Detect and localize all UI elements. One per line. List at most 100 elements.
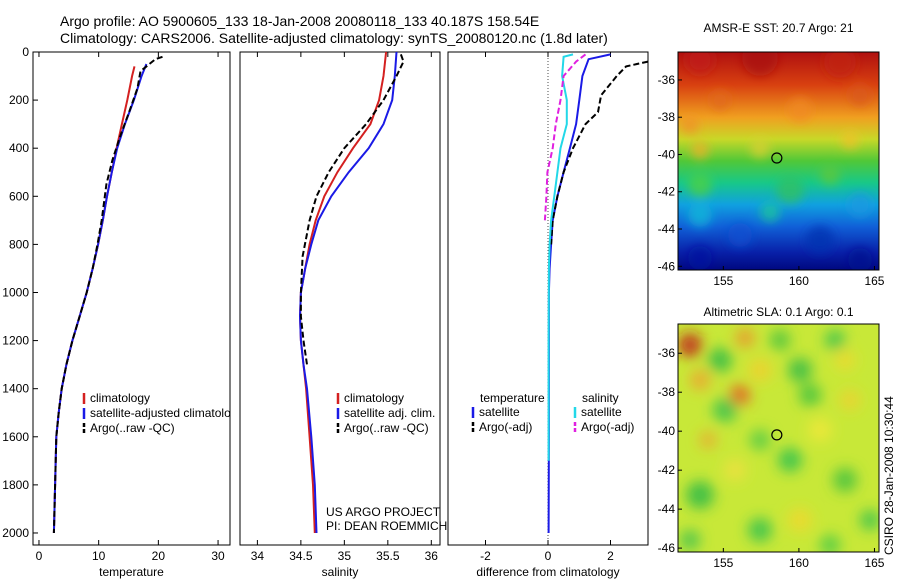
sla-texture-spot xyxy=(825,330,845,350)
temperature-ytick-label: 1600 xyxy=(2,430,29,444)
sst-map-field xyxy=(678,52,879,270)
temperature-legend-item-label: satellite-adjusted climatology xyxy=(90,406,243,420)
sla-map: Altimetric SLA: 0.1 Argo: 0.1 155 160 165 -3… xyxy=(658,305,885,570)
salinity-xtick-label: 35.5 xyxy=(376,549,400,563)
salinity-series-argo-raw-qc- xyxy=(299,54,405,365)
salinity-legend-item-label: Argo(..raw -QC) xyxy=(344,421,429,435)
sst-texture-spot xyxy=(688,173,712,197)
temperature-xlabel: temperature xyxy=(99,565,164,579)
sla-texture-spot xyxy=(708,348,732,372)
salinity-xtick-label: 34 xyxy=(251,549,265,563)
sla-map-ytick-label: -46 xyxy=(658,541,676,555)
sla-texture-spot xyxy=(713,398,737,422)
sst-texture-spot xyxy=(728,223,752,247)
sla-texture-spot xyxy=(840,390,860,410)
sla-map-ytick-label: -42 xyxy=(658,463,676,477)
sla-texture-spot xyxy=(770,330,790,350)
sla-map-ytick-label: -38 xyxy=(658,385,676,399)
sst-map-ytick-label: -44 xyxy=(658,222,676,236)
sla-map-xtick-label: 165 xyxy=(864,556,884,570)
sst-texture-spot xyxy=(848,248,872,270)
sst-texture-spot xyxy=(760,202,780,222)
project-annotation: PI: DEAN ROEMMICH xyxy=(326,519,447,533)
temperature-ytick-label: 0 xyxy=(22,45,29,59)
sst-texture-spot xyxy=(776,176,804,204)
sla-texture-spot xyxy=(748,358,772,382)
salinity-frame xyxy=(239,51,441,546)
sst-texture-spot xyxy=(849,84,871,106)
sst-gradient-field xyxy=(678,52,879,270)
salinity-panel: 34 34.5 35 35.5 36 salinity climatologysatelli… xyxy=(239,51,447,579)
sst-texture-spot xyxy=(824,52,856,78)
sla-map-ytick-label: -40 xyxy=(658,424,676,438)
temperature-series-argo-raw-qc- xyxy=(52,55,163,534)
salinity-legend-item-label: climatology xyxy=(344,391,404,405)
difference-xtick-label: 2 xyxy=(607,549,614,563)
temperature-ytick-label: 800 xyxy=(9,237,29,251)
salinity-xtick-label: 34.5 xyxy=(289,549,313,563)
sst-map-ytick-label: -36 xyxy=(658,73,676,87)
difference-series-temperature-argo-adj- xyxy=(550,60,649,245)
sla-texture-spot xyxy=(686,481,714,509)
sst-texture-spot xyxy=(691,141,709,159)
sla-texture-spot xyxy=(750,430,770,450)
sst-map-frame xyxy=(677,51,880,271)
salinity-xtick-label: 36 xyxy=(425,549,439,563)
temperature-ytick-label: 1800 xyxy=(2,478,29,492)
temperature-series-climatology xyxy=(52,66,136,534)
temperature-panel: 0 10 20 30 0 200 400 600 800 1000 1200 1400 1600 1800… xyxy=(2,45,243,579)
difference-xlabel: difference from climatology xyxy=(476,565,619,579)
temperature-ytick-label: 600 xyxy=(9,189,29,203)
sla-texture-spot xyxy=(820,535,840,552)
temperature-xtick-label: 30 xyxy=(211,549,225,563)
sst-texture-spot xyxy=(806,226,834,254)
sst-map-argo-marker xyxy=(771,152,783,164)
difference-legend-temp-satellite-label: satellite xyxy=(479,405,520,419)
sla-texture-spot xyxy=(799,384,821,406)
sla-texture-spot xyxy=(730,385,750,405)
sst-map-ytick-label: -40 xyxy=(658,147,676,161)
temperature-ytick-label: 1200 xyxy=(2,334,29,348)
difference-xtick-label: -2 xyxy=(480,549,491,563)
sst-map-ytick-label: -42 xyxy=(658,185,676,199)
temperature-ytick-label: 1400 xyxy=(2,382,29,396)
sst-texture-spot xyxy=(688,203,712,227)
sla-texture-spot xyxy=(748,518,772,542)
difference-panel: -2 0 2 difference from climatology temperatu… xyxy=(447,51,649,579)
sla-map-field xyxy=(678,324,879,552)
sla-texture-spot xyxy=(788,508,812,532)
difference-series-salinity-satellite xyxy=(547,53,574,461)
sla-texture-spot xyxy=(724,459,746,481)
figure-title-line-2: Climatology: CARS2006. Satellite-adjuste… xyxy=(60,30,608,46)
csiro-timestamp: CSIRO 28-Jan-2008 10:30:44 xyxy=(882,396,896,555)
sla-texture xyxy=(678,329,879,552)
temperature-legend-item-label: climatology xyxy=(90,391,150,405)
sst-texture-spot xyxy=(742,52,778,76)
sst-map-ytick-label: -38 xyxy=(658,110,676,124)
difference-series-temperature-satellite xyxy=(547,53,611,534)
difference-legend-sal-satellite-label: satellite xyxy=(581,405,622,419)
sla-texture-spot xyxy=(860,510,879,530)
sst-texture xyxy=(681,52,872,270)
temperature-legend-item-label: Argo(..raw -QC) xyxy=(90,421,175,435)
salinity-legend-item-label: satellite adj. clim. xyxy=(344,406,435,420)
salinity-series-satellite-adj-clim- xyxy=(298,51,398,534)
sst-texture-spot xyxy=(686,52,714,74)
sst-map-title: AMSR-E SST: 20.7 Argo: 21 xyxy=(703,21,853,35)
temperature-ytick-label: 200 xyxy=(9,93,29,107)
temperature-xtick-label: 10 xyxy=(92,549,106,563)
sst-texture-spot xyxy=(788,98,812,122)
temperature-ytick-label: 400 xyxy=(9,141,29,155)
sst-texture-spot xyxy=(848,193,872,217)
sst-texture-spot xyxy=(820,165,840,185)
sla-texture-spot xyxy=(678,333,702,357)
sla-map-argo-marker xyxy=(771,429,783,441)
sst-texture-spot xyxy=(750,138,770,158)
sla-map-frame xyxy=(677,323,880,553)
sst-map-xtick-label: 165 xyxy=(864,274,884,288)
sst-map: AMSR-E SST: 20.7 Argo: 21 155 160 165 -36 -38… xyxy=(658,21,885,288)
sla-texture-spot xyxy=(680,530,700,550)
project-annotation: US ARGO PROJECT xyxy=(326,505,441,519)
